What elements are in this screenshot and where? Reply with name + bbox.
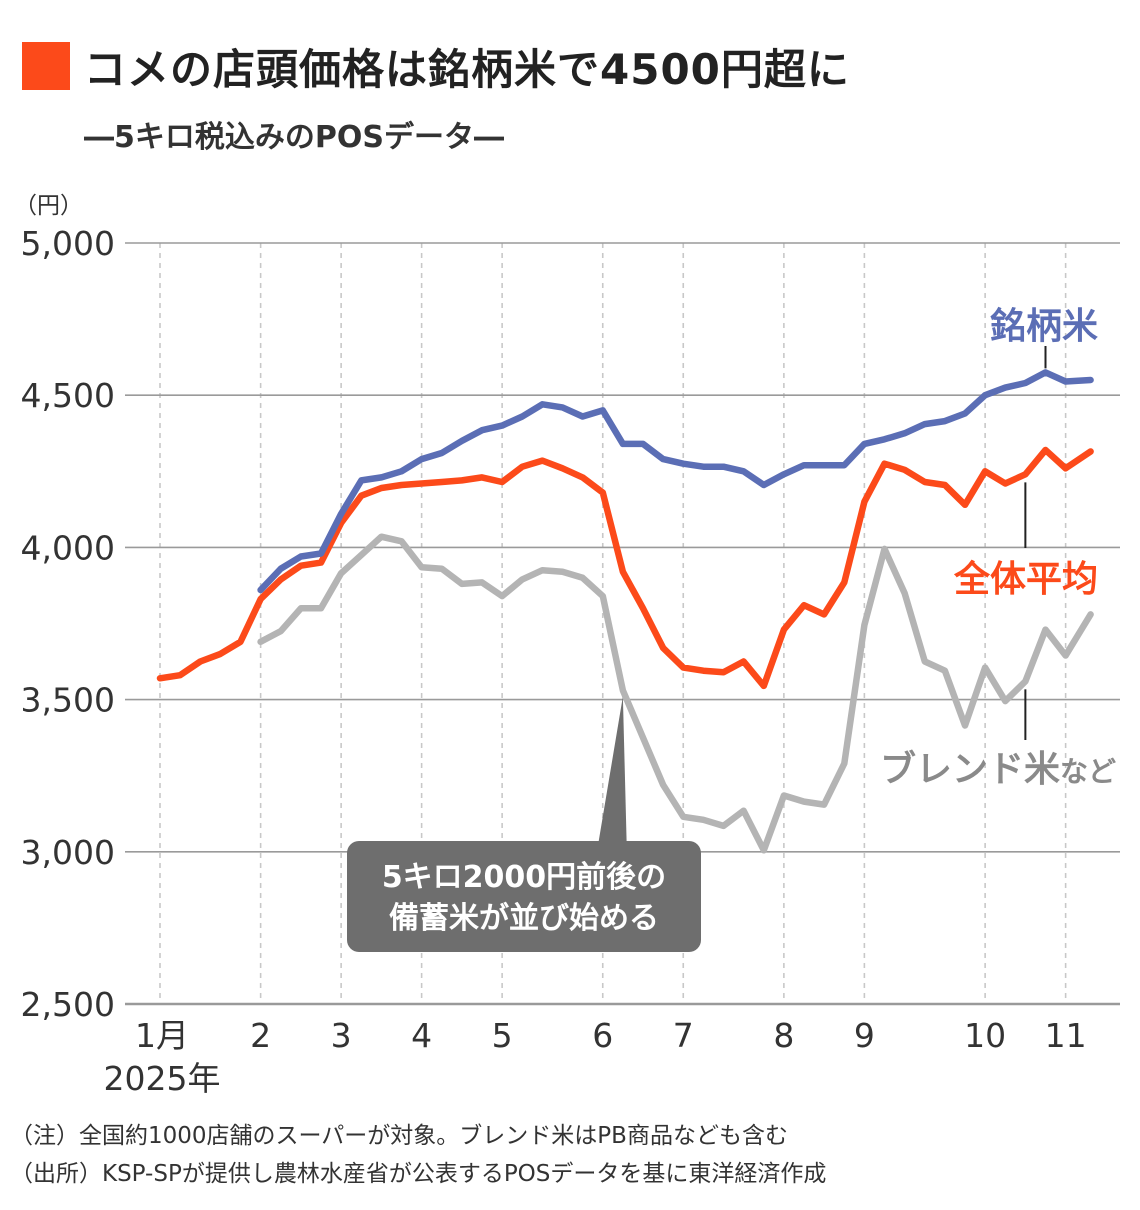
series-label-brand: 銘柄米 [990,306,1098,347]
x-tick-label: 10 [964,1016,1006,1055]
line-chart: 2,500 3,000 3,500 4,000 4,500 5,000 （円） 1月 2 3 4 5 6… [0,0,1140,1100]
x-tick-label: 7 [673,1016,694,1055]
x-tick-label: 5 [492,1016,513,1055]
y-tick-label: 2,500 [21,985,115,1024]
year-label: 2025年 [104,1059,221,1098]
y-tick-label: 3,500 [21,681,115,720]
series-line [261,372,1091,590]
series-line [160,450,1091,686]
x-tick-label: 8 [773,1016,794,1055]
y-tick-label: 5,000 [21,224,115,263]
x-tick-label: 6 [592,1016,613,1055]
x-tick-label: 1月 [135,1016,189,1055]
x-tick-label: 11 [1045,1016,1087,1055]
series-label-average: 全体平均 [953,558,1098,600]
x-tick-label: 4 [411,1016,432,1055]
series-label-blend: ブレンド米など [880,748,1116,790]
x-tick-label: 9 [854,1016,875,1055]
note-caveat: （注）全国約1000店舗のスーパーが対象。ブレンド米はPB商品なども含む [10,1116,788,1150]
x-tick-label: 3 [331,1016,352,1055]
axes: 2,500 3,000 3,500 4,000 4,500 5,000 （円） 1月 2 3 4 5 6… [14,193,1087,1098]
note-source: （出所）KSP-SPが提供し農林水産省が公表するPOSデータを基に東洋経済作成 [10,1154,826,1188]
y-tick-label: 3,000 [21,833,115,872]
y-axis-unit: （円） [14,193,83,219]
callout-pointer [597,697,627,852]
x-tick-label: 2 [250,1016,271,1055]
callout-text-line: 備蓄米が並び始める [389,901,659,936]
y-tick-label: 4,500 [21,376,115,415]
y-tick-label: 4,000 [21,528,115,567]
callout-text-line: 5キロ2000円前後の [382,860,666,895]
